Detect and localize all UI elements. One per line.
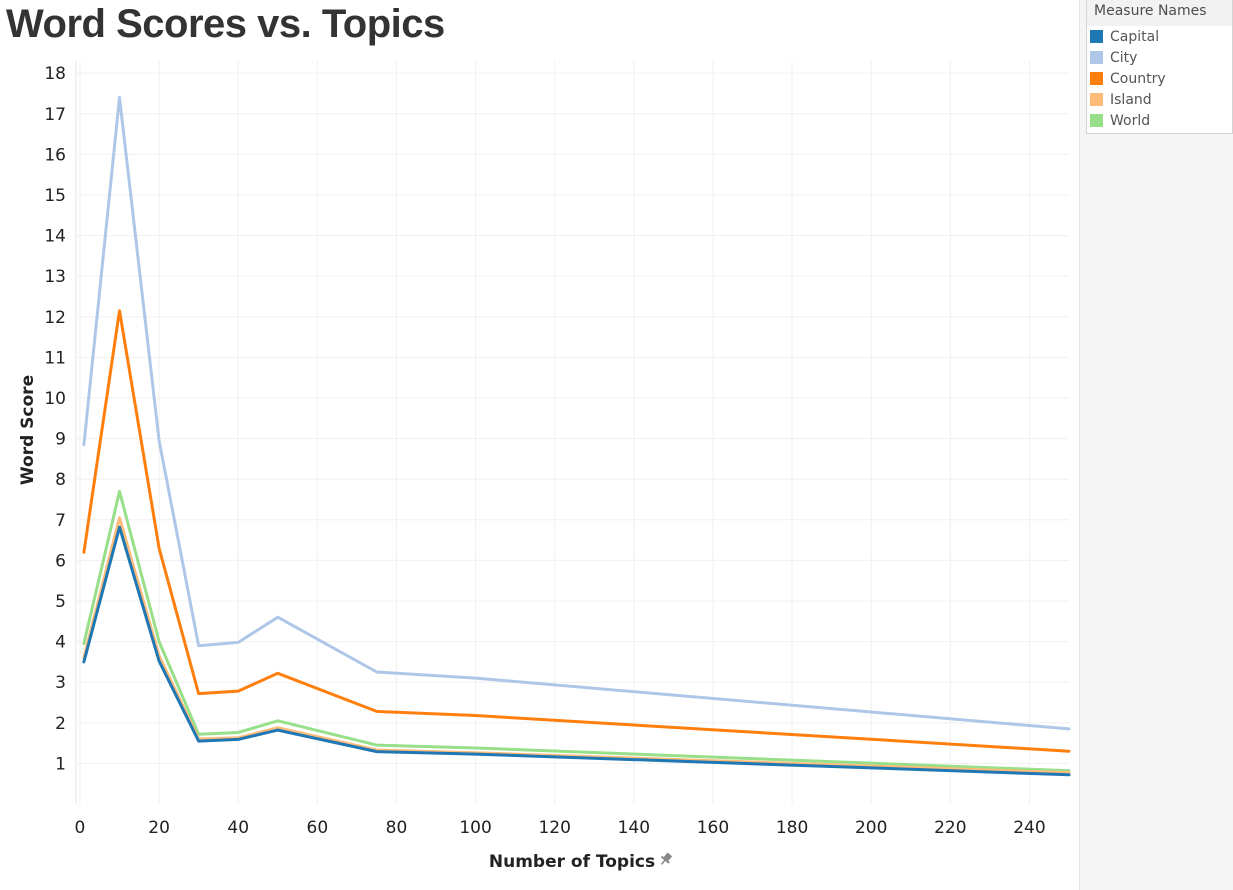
y-tick-label: 12 <box>44 308 66 328</box>
legend-label: City <box>1110 49 1138 66</box>
y-axis-title: Word Score <box>18 375 38 485</box>
series-line-world[interactable] <box>82 489 1071 773</box>
gridlines <box>75 61 1069 804</box>
y-tick-label: 18 <box>44 64 66 84</box>
y-tick-label: 17 <box>44 105 66 125</box>
y-tick-label: 6 <box>55 551 66 571</box>
pin-icon[interactable] <box>658 851 674 867</box>
legend-swatch <box>1090 51 1103 64</box>
y-tick-label: 11 <box>44 348 66 368</box>
y-tick-label: 10 <box>44 389 66 409</box>
x-tick-label: 100 <box>459 818 491 838</box>
x-tick-label: 180 <box>776 818 808 838</box>
legend-item-world[interactable]: World <box>1087 110 1232 131</box>
x-axis-title: Number of Topics <box>489 852 655 872</box>
legend-label: World <box>1110 112 1151 129</box>
y-tick-label: 15 <box>44 186 66 206</box>
legend-label: Capital <box>1110 28 1160 45</box>
y-tick-label: 14 <box>44 227 66 247</box>
x-tick-label: 20 <box>148 818 170 838</box>
series-line-country[interactable] <box>82 309 1071 753</box>
legend-label: Island <box>1110 91 1152 108</box>
y-tick-label: 2 <box>55 714 66 734</box>
legend-swatch <box>1090 72 1103 85</box>
legend-item-capital[interactable]: Capital <box>1087 26 1232 47</box>
y-tick-label: 7 <box>55 511 66 531</box>
x-tick-label: 240 <box>1013 818 1045 838</box>
series-lines[interactable] <box>82 96 1071 777</box>
y-tick-label: 8 <box>55 470 66 490</box>
y-tick-label: 13 <box>44 267 66 287</box>
x-tick-label: 80 <box>386 818 408 838</box>
y-tick-label: 3 <box>55 673 66 693</box>
y-tick-label: 16 <box>44 145 66 165</box>
series-line-city[interactable] <box>82 96 1071 731</box>
x-tick-label: 40 <box>227 818 249 838</box>
x-tick-label: 0 <box>75 818 86 838</box>
legend-item-country[interactable]: Country <box>1087 68 1232 89</box>
x-tick-label: 160 <box>697 818 729 838</box>
x-tick-label: 200 <box>855 818 887 838</box>
chart-title: Word Scores vs. Topics <box>6 2 445 46</box>
legend[interactable]: Measure Names Capital City Country Island Wo… <box>1086 0 1233 134</box>
legend-label: Country <box>1110 70 1166 87</box>
legend-swatch <box>1090 114 1103 127</box>
x-tick-label: 120 <box>538 818 570 838</box>
series-line-island[interactable] <box>82 516 1071 775</box>
legend-item-island[interactable]: Island <box>1087 89 1232 110</box>
x-tick-label: 140 <box>618 818 650 838</box>
side-panel <box>1079 0 1233 890</box>
legend-item-city[interactable]: City <box>1087 47 1232 68</box>
y-tick-label: 1 <box>55 754 66 774</box>
x-axis-ticks: 0 20 40 60 80 100 120 140 160 180 200 220 240 <box>75 818 1046 838</box>
legend-swatch <box>1090 93 1103 106</box>
y-tick-label: 9 <box>55 430 66 450</box>
y-tick-label: 4 <box>55 633 66 653</box>
legend-swatch <box>1090 30 1103 43</box>
y-tick-label: 5 <box>55 592 66 612</box>
x-tick-label: 220 <box>934 818 966 838</box>
series-line-capital[interactable] <box>82 525 1071 777</box>
legend-title: Measure Names <box>1087 0 1232 26</box>
x-tick-label: 60 <box>307 818 329 838</box>
